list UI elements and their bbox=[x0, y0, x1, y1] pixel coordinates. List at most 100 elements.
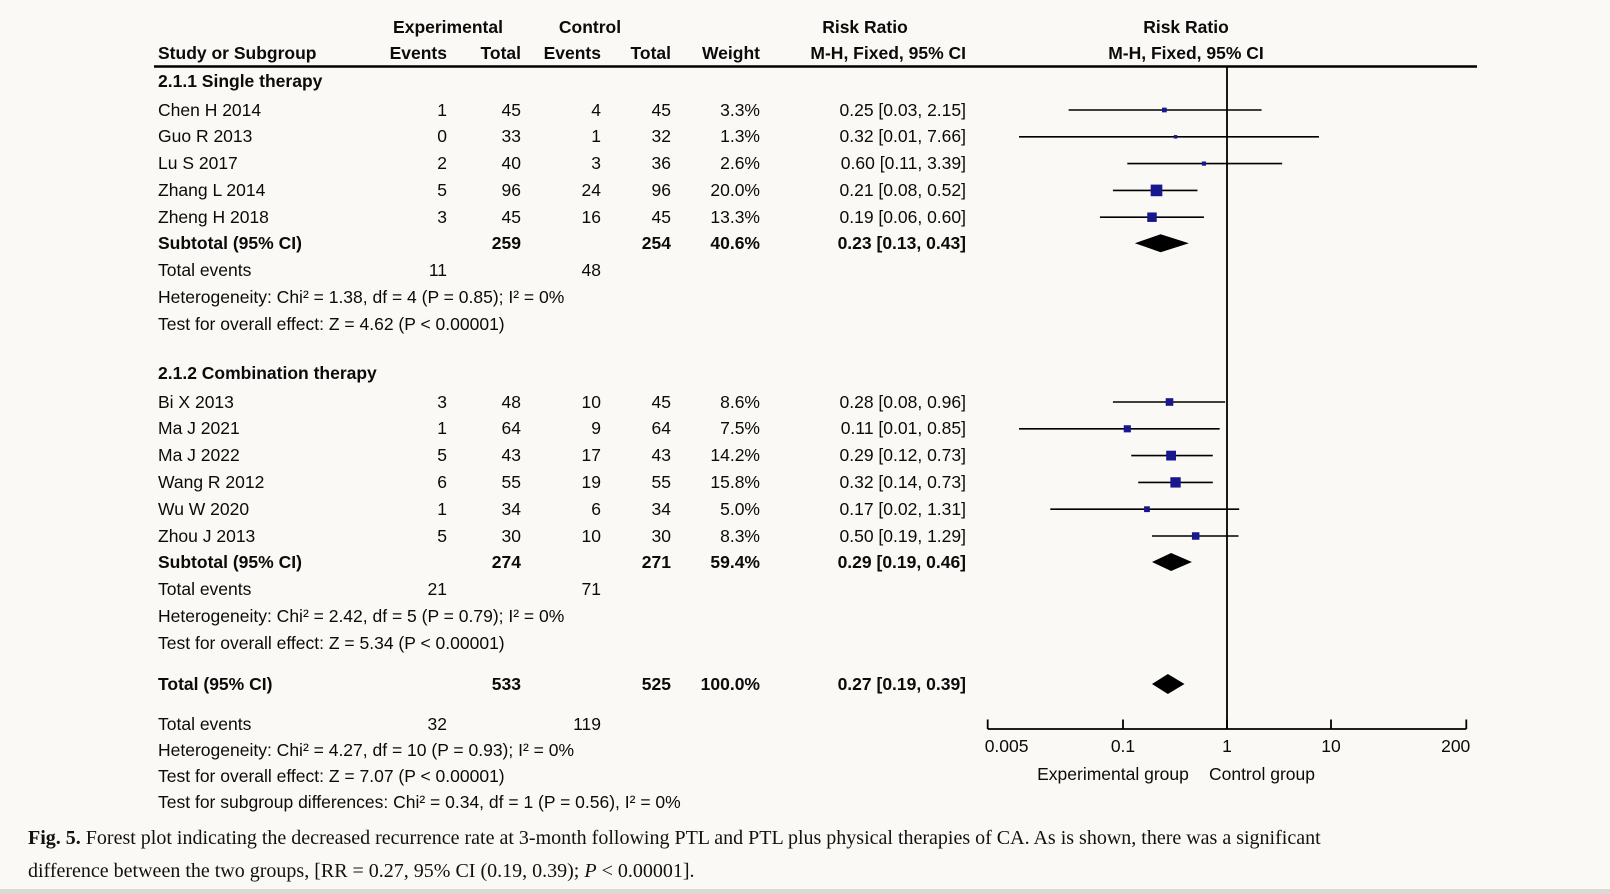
x-axis-tick-label: 200 bbox=[1441, 736, 1470, 756]
weight: 13.3% bbox=[710, 206, 760, 227]
study-row: Zhang L 2014 5 96 24 96 20.0% 0.21 [0.08, 0.52… bbox=[158, 177, 966, 204]
study-name: Ma J 2022 bbox=[158, 445, 240, 466]
risk-ratio-ci: 0.60 [0.11, 3.39] bbox=[840, 153, 966, 174]
total-control: 64 bbox=[651, 418, 671, 439]
x-axis-tick-label: 10 bbox=[1321, 736, 1341, 756]
subgroup-differences-row: Test for subgroup differences: Chi² = 0.… bbox=[158, 791, 681, 812]
weight: 15.8% bbox=[710, 471, 760, 492]
study-row: Ma J 2021 1 64 9 64 7.5% 0.11 [0.01, 0.85] bbox=[158, 415, 966, 442]
column-header-weight: Weight bbox=[701, 43, 760, 63]
caption-p-symbol: P bbox=[584, 860, 597, 882]
x-axis-label-right: Control group bbox=[1208, 764, 1316, 784]
column-header-study: Study or Subgroup bbox=[158, 43, 317, 63]
study-name: Lu S 2017 bbox=[158, 153, 238, 174]
scan-edge-artifact bbox=[0, 889, 1610, 894]
weight: 8.6% bbox=[720, 391, 760, 412]
weight: 3.3% bbox=[720, 99, 760, 120]
weight: 7.5% bbox=[720, 418, 760, 439]
total-experimental: 259 bbox=[491, 232, 521, 253]
events-control: 9 bbox=[591, 418, 601, 439]
weight: 40.6% bbox=[710, 232, 760, 253]
events-control: 17 bbox=[581, 445, 601, 466]
x-axis-label-left: Experimental group bbox=[1037, 764, 1189, 784]
events-control: 3 bbox=[591, 153, 601, 174]
total-events-control: 48 bbox=[581, 260, 601, 281]
point-estimate-marker bbox=[1201, 161, 1207, 166]
events-control: 10 bbox=[581, 391, 601, 412]
pooled-label: Total (95% CI) bbox=[158, 673, 273, 694]
study-name: Bi X 2013 bbox=[158, 391, 234, 412]
x-axis-tick-label: 0.1 bbox=[1111, 736, 1135, 756]
events-experimental: 1 bbox=[437, 99, 447, 120]
x-axis-tick-label: 0.005 bbox=[985, 736, 1029, 756]
weight: 5.0% bbox=[720, 498, 760, 519]
study-row: Bi X 2013 3 48 10 45 8.6% 0.28 [0.08, 0.96] bbox=[158, 389, 966, 416]
column-header-events-experimental: Events bbox=[389, 43, 447, 63]
study-name: Wu W 2020 bbox=[158, 498, 250, 519]
column-group-experimental: Experimental bbox=[393, 17, 503, 37]
total-experimental: 48 bbox=[501, 391, 521, 412]
total-experimental: 533 bbox=[491, 673, 521, 694]
events-experimental: 1 bbox=[437, 418, 447, 439]
events-control: 1 bbox=[591, 126, 601, 147]
total-control: 43 bbox=[651, 445, 671, 466]
caption-line-2-end: < 0.00001]. bbox=[596, 860, 695, 882]
heterogeneity-row: Heterogeneity: Chi² = 2.42, df = 5 (P = … bbox=[158, 605, 565, 626]
events-experimental: 3 bbox=[437, 391, 447, 412]
study-name: Zhang L 2014 bbox=[158, 179, 266, 200]
subtotal-row: Subtotal (95% CI) 259 254 40.6% 0.23 [0.13, … bbox=[158, 230, 966, 257]
weight: 2.6% bbox=[720, 153, 760, 174]
overall-effect-row: Test for overall effect: Z = 4.62 (P < 0… bbox=[158, 313, 505, 334]
total-control: 96 bbox=[651, 179, 671, 200]
study-name: Wang R 2012 bbox=[158, 471, 265, 492]
total-events-experimental: 32 bbox=[427, 713, 447, 734]
events-experimental: 5 bbox=[437, 525, 447, 546]
risk-ratio-ci: 0.17 [0.02, 1.31] bbox=[839, 498, 967, 519]
column-group-control: Control bbox=[558, 17, 622, 37]
caption-line-1: Forest plot indicating the decreased rec… bbox=[85, 827, 1321, 849]
risk-ratio-ci: 0.27 [0.19, 0.39] bbox=[837, 673, 966, 694]
total-control: 36 bbox=[651, 153, 671, 174]
weight: 14.2% bbox=[710, 445, 760, 466]
study-row: Guo R 2013 0 33 1 32 1.3% 0.32 [0.01, 7.66] bbox=[158, 123, 966, 150]
total-control: 45 bbox=[651, 391, 671, 412]
column-header-total-experimental: Total bbox=[480, 43, 521, 63]
total-experimental: 274 bbox=[491, 551, 521, 572]
study-row: Wu W 2020 1 34 6 34 5.0% 0.17 [0.02, 1.31] bbox=[158, 496, 966, 523]
weight: 1.3% bbox=[720, 126, 760, 147]
events-control: 19 bbox=[581, 471, 601, 492]
total-experimental: 30 bbox=[501, 525, 521, 546]
total-events-control: 71 bbox=[581, 579, 601, 599]
total-control: 34 bbox=[651, 498, 671, 519]
total-control: 254 bbox=[641, 232, 671, 253]
risk-ratio-ci: 0.32 [0.01, 7.66] bbox=[839, 126, 967, 147]
overall-effect-row: Test for overall effect: Z = 7.07 (P < 0… bbox=[158, 765, 505, 786]
risk-ratio-ci: 0.23 [0.13, 0.43] bbox=[837, 232, 966, 253]
column-group-risk-ratio: Risk Ratio bbox=[822, 17, 908, 37]
subgroup-header: 2.1.1 Single therapy bbox=[158, 70, 323, 91]
total-events-label: Total events bbox=[158, 713, 252, 734]
x-axis-tick-label: 1 bbox=[1222, 736, 1232, 756]
subtotal-diamond bbox=[1151, 553, 1192, 571]
total-control: 45 bbox=[651, 206, 671, 227]
events-control: 6 bbox=[591, 498, 601, 519]
total-experimental: 45 bbox=[501, 206, 521, 227]
total-events-label: Total events bbox=[158, 579, 252, 599]
plot-title: Risk Ratio bbox=[1143, 17, 1229, 37]
heterogeneity-row: Heterogeneity: Chi² = 1.38, df = 4 (P = … bbox=[158, 286, 565, 307]
study-name: Zheng H 2018 bbox=[158, 206, 269, 227]
point-estimate-marker bbox=[1162, 107, 1167, 113]
total-events-control: 119 bbox=[573, 713, 601, 734]
risk-ratio-ci: 0.29 [0.19, 0.46] bbox=[837, 551, 966, 572]
study-name: Guo R 2013 bbox=[158, 126, 253, 147]
events-control: 24 bbox=[581, 179, 601, 200]
events-experimental: 3 bbox=[437, 206, 447, 227]
point-estimate-marker bbox=[1173, 135, 1178, 139]
total-events-experimental: 11 bbox=[428, 260, 447, 281]
column-header-events-control: Events bbox=[543, 43, 601, 63]
total-control: 32 bbox=[651, 126, 671, 147]
column-header-ci: M-H, Fixed, 95% CI bbox=[810, 43, 966, 63]
study-name: Zhou J 2013 bbox=[158, 525, 256, 546]
total-experimental: 55 bbox=[501, 471, 521, 492]
